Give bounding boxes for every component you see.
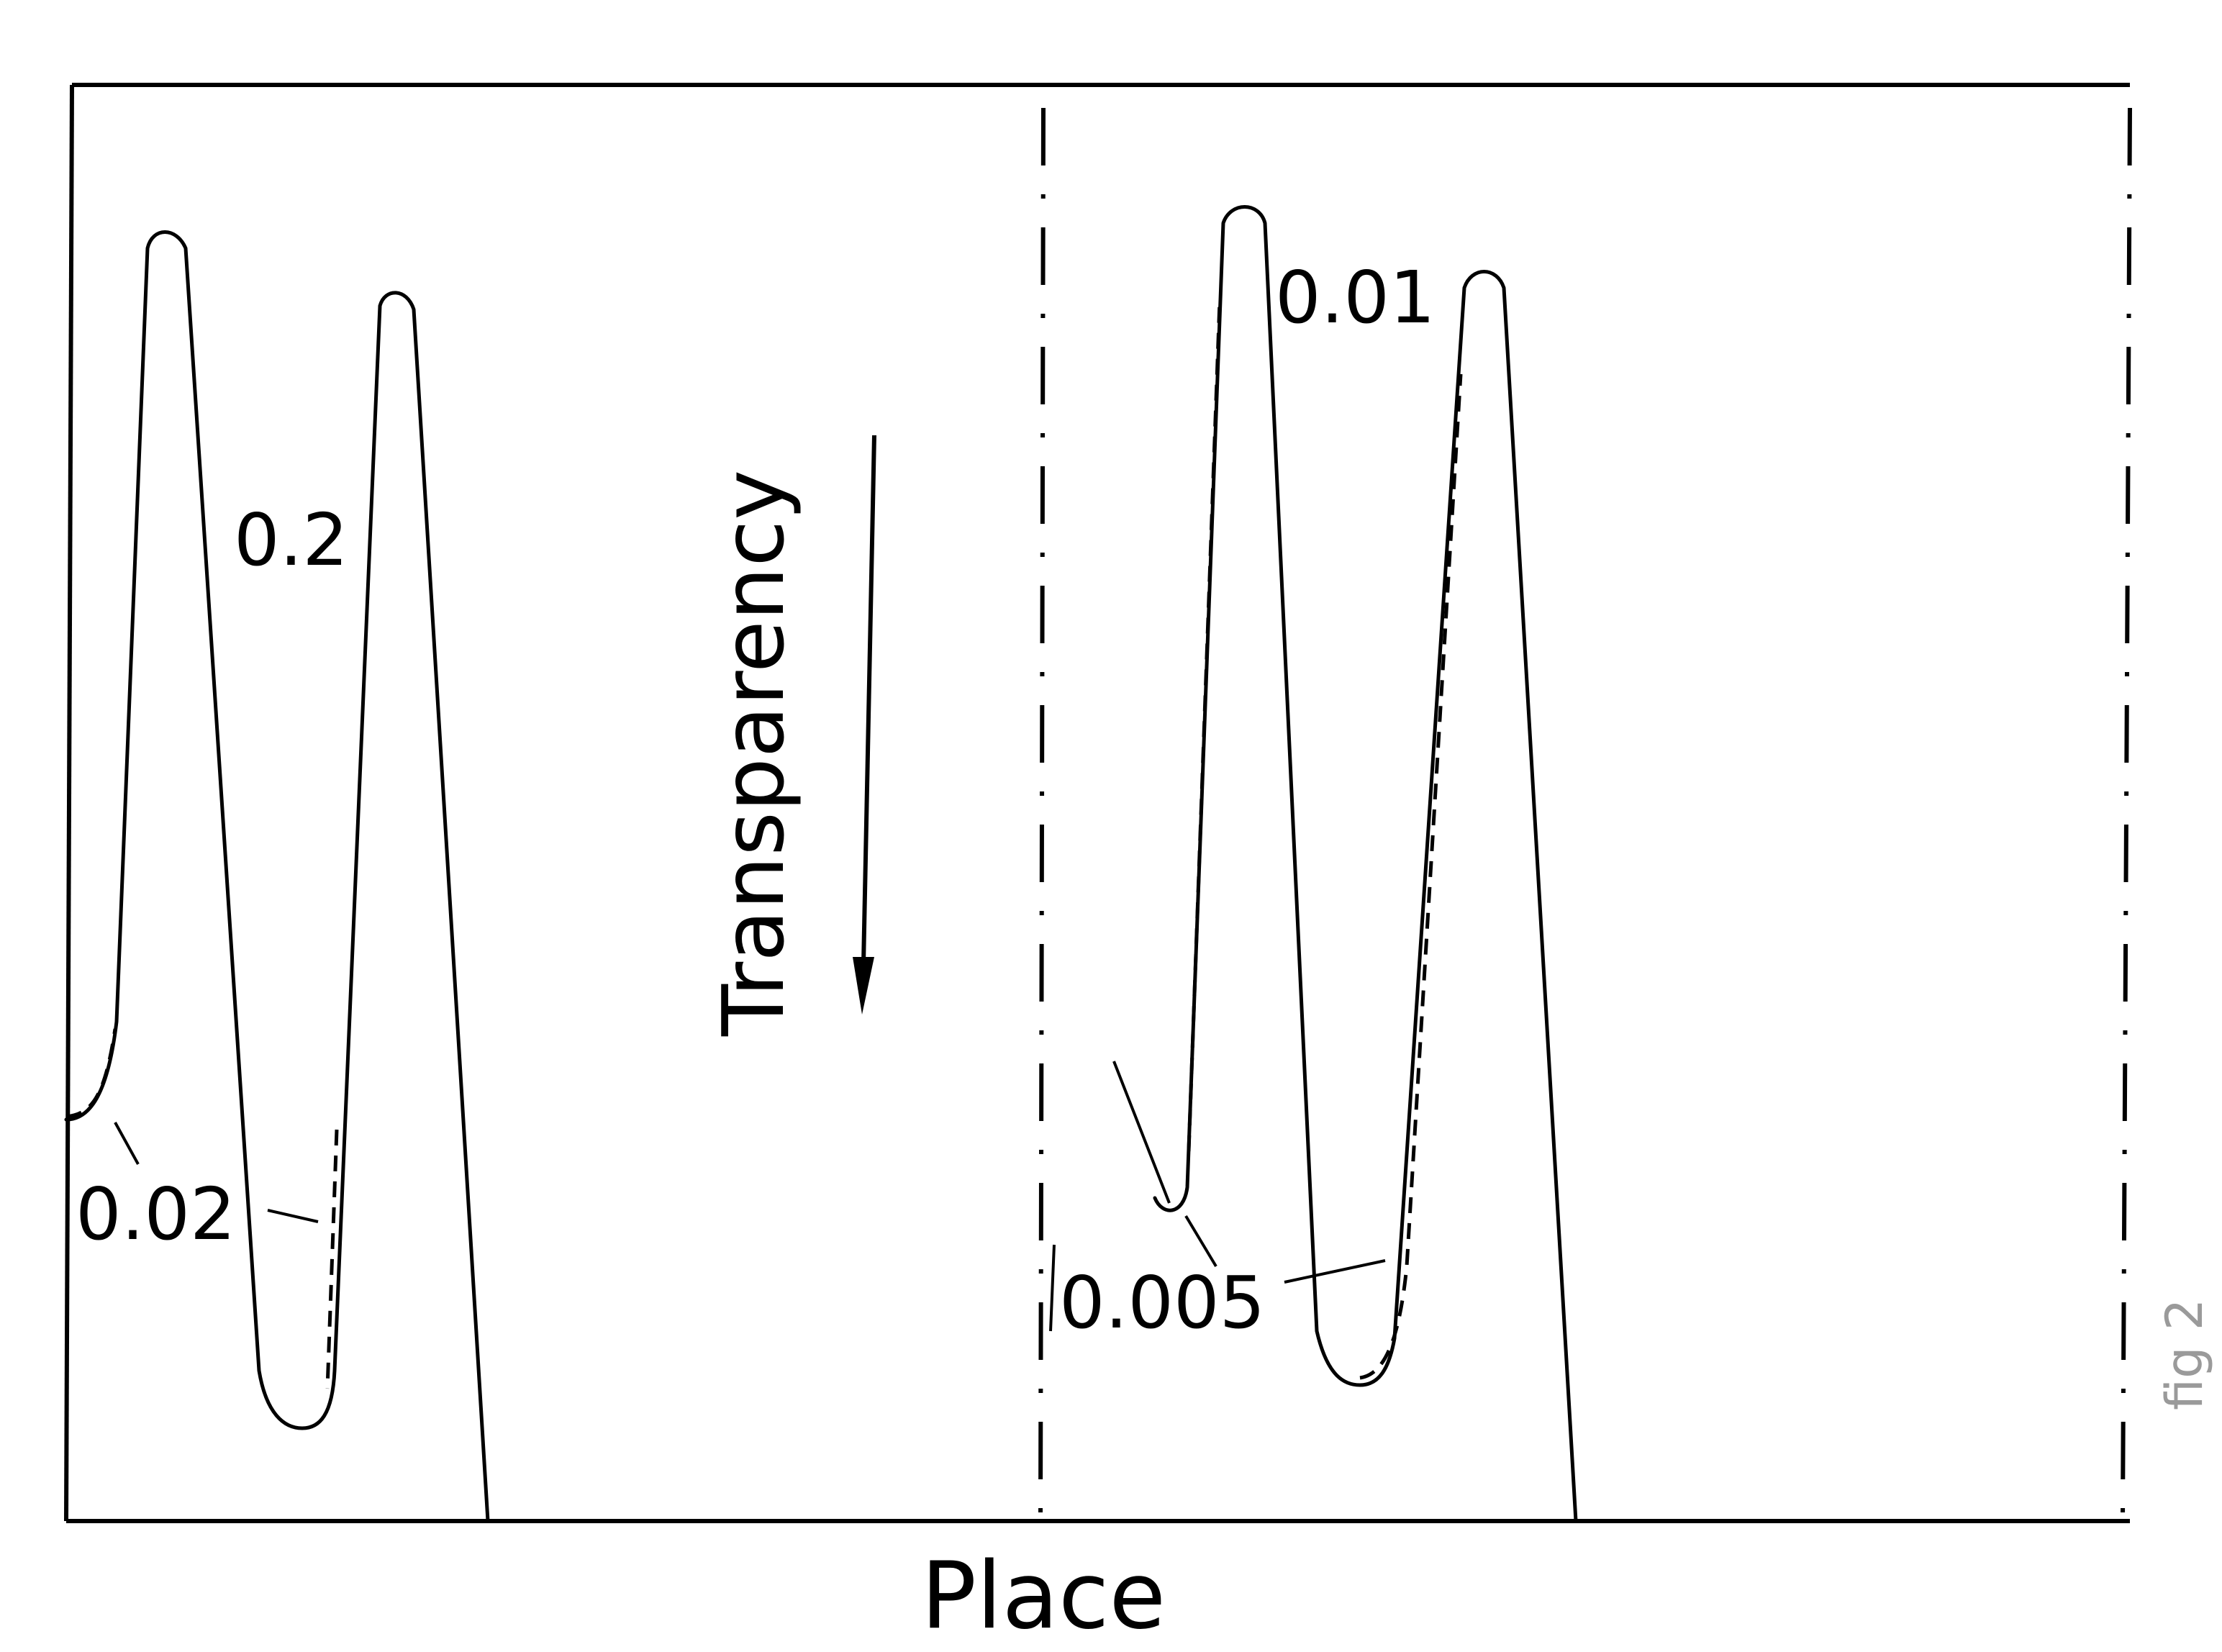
side-annotation: fig 2 — [2155, 1299, 2214, 1410]
leader-line-d2 — [1184, 1215, 1217, 1268]
center-divider-line — [1038, 107, 1046, 1522]
right-curve-group — [1153, 205, 1578, 1523]
right-divider-line — [2121, 107, 2132, 1522]
arrow-head — [853, 957, 874, 1015]
left-curve-dashed-right — [325, 1129, 339, 1389]
curve-label-b: 0.02 — [76, 1172, 236, 1256]
curve-label-a: 0.2 — [234, 498, 348, 582]
right-curve-dashed-left — [1187, 301, 1222, 1152]
curve-label-c: 0.01 — [1275, 255, 1436, 340]
curve-label-d: 0.005 — [1059, 1261, 1265, 1345]
plot-frame — [64, 83, 2130, 1523]
right-curve-dashed-right — [1359, 373, 1463, 1380]
bracket-d — [1049, 1244, 1056, 1332]
arrow-shaft — [861, 435, 876, 965]
leader-line-d3 — [1284, 1259, 1386, 1284]
x-axis-label: Place — [921, 1543, 1166, 1650]
leader-line-b2 — [267, 1209, 319, 1223]
transparency-arrow — [853, 435, 876, 1015]
left-curve-group — [64, 230, 490, 1523]
right-curve-solid — [1153, 205, 1578, 1523]
y-axis-label: Transparency — [704, 470, 803, 1037]
left-curve-solid — [64, 230, 490, 1523]
leader-line-b — [114, 1122, 140, 1165]
left-border — [64, 84, 74, 1522]
leader-line-d — [1112, 1061, 1171, 1204]
